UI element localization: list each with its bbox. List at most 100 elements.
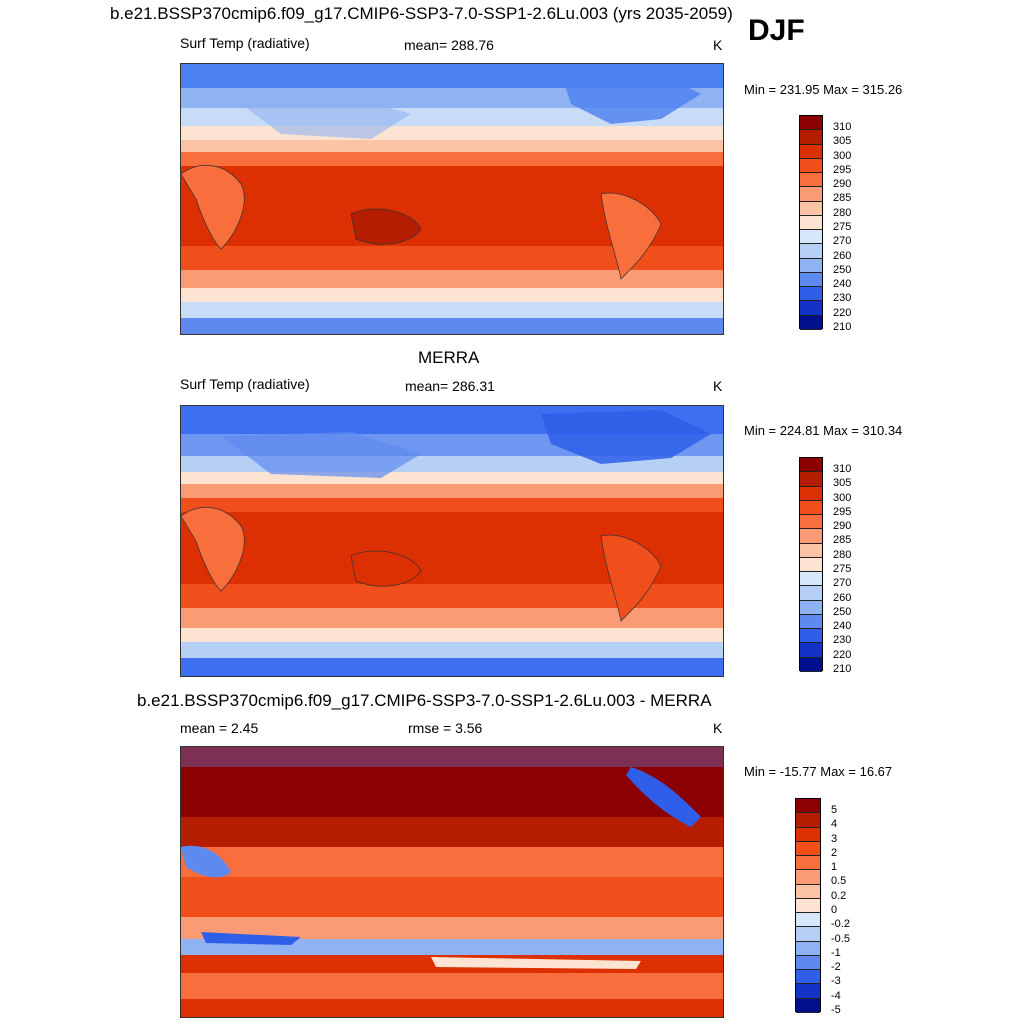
panel-2-colorbar-tick-label: 230	[833, 634, 852, 647]
panel-2-colorbar-tick-label: 310	[833, 463, 852, 476]
panel-1-colorbar-box	[799, 115, 823, 330]
panel-2-colorbar-segment	[800, 614, 822, 630]
panel-3-colorbar: 5 4 3 2 1 0.5 0.2 0 -0.2 -0.5 -1 -2 -3 -4 -5	[795, 798, 850, 1016]
panel-2-colorbar-segment	[800, 486, 822, 501]
panel-1-colorbar-tick-label: 230	[833, 292, 852, 305]
panel-1-colorbar-segment	[800, 272, 822, 288]
panel-2-colorbar-segment	[800, 586, 822, 601]
panel-1-colorbar-segment	[800, 116, 822, 131]
panel-3-rmse-label: rmse = 3.56	[408, 720, 483, 736]
panel-2-colorbar-tick-label: 250	[833, 605, 852, 618]
panel-2-map	[180, 405, 724, 677]
panel-1-colorbar-segment	[800, 258, 822, 273]
panel-3-colorbar-tick-label: 0	[831, 904, 838, 916]
panel-2-colorbar-segment	[800, 557, 822, 573]
panel-1-colorbar-segment	[800, 144, 822, 159]
panel-2-colorbar-tick-label: 280	[833, 548, 852, 561]
panel-3-colorbar-segment	[796, 970, 820, 985]
panel-2-colorbar-box	[799, 457, 823, 672]
panel-1-colorbar-segment	[800, 158, 822, 174]
panel-3-colorbar-tick-label: -1	[831, 946, 841, 959]
panel-1-colorbar: 310 305 300 295 290 285 280 275 270 260 250 240 230 2…	[799, 115, 851, 333]
panel-2-minmax: Min = 224.81 Max = 310.34	[744, 423, 903, 438]
panel-1-colorbar-tick-label: 250	[833, 263, 852, 276]
panel-2-colorbar-segment	[800, 543, 822, 558]
panel-2-colorbar-tick-label: 300	[833, 491, 852, 504]
panel-3-mean-label: mean = 2.45	[180, 720, 259, 736]
panel-3-colorbar-segment	[796, 927, 820, 942]
panel-1-map-graphic	[181, 64, 723, 334]
panel-3-colorbar-tick-label: -3	[831, 975, 841, 988]
panel-3-colorbar-tick-label: -0.2	[831, 918, 850, 931]
panel-1-colorbar-segment	[800, 230, 822, 245]
panel-3-map-graphic	[181, 747, 723, 1017]
panel-3-colorbar-tick-label: -4	[831, 989, 841, 1002]
panel-3-colorbar-segment	[796, 856, 820, 871]
panel-3-colorbar-segment	[796, 941, 820, 956]
panel-1-colorbar-segment	[800, 287, 822, 302]
panel-2-colorbar-tick-label: 210	[833, 662, 852, 675]
panel-3-colorbar-tick-label: 0.2	[831, 889, 847, 902]
panel-3-colorbar-segment	[796, 870, 820, 885]
panel-1-colorbar-tick-label: 260	[833, 249, 852, 262]
panel-1-units-label: K	[713, 37, 723, 53]
panel-3-colorbar-box	[795, 798, 821, 1013]
panel-3-colorbar-segment	[796, 884, 820, 899]
panel-3-colorbar-tick-label: -2	[831, 961, 841, 974]
panel-2-units-label: K	[713, 378, 723, 394]
panel-3-colorbar-segment	[796, 955, 820, 971]
panel-1-colorbar-tick-label: 280	[833, 206, 852, 219]
panel-2-colorbar-tick-label: 285	[833, 534, 852, 547]
panel-3-colorbar-tick-label: 3	[831, 832, 838, 845]
panel-1-colorbar-segment	[800, 244, 822, 259]
panel-1-colorbar-segment	[800, 315, 822, 330]
panel-1-colorbar-segment	[800, 130, 822, 145]
panel-3-colorbar-segment	[796, 841, 820, 857]
panel-2-colorbar-segment	[800, 500, 822, 516]
panel-1-mean-label: mean= 288.76	[404, 37, 494, 53]
panel-2-colorbar-segment	[800, 572, 822, 587]
panel-1-colorbar-tick-label: 270	[833, 235, 852, 248]
panel-3-units-label: K	[713, 720, 723, 736]
panel-1-map	[180, 63, 724, 335]
panel-1-colorbar-tick-label: 290	[833, 178, 852, 191]
panel-2-map-graphic	[181, 406, 723, 676]
season-label: DJF	[748, 14, 805, 47]
panel-1-colorbar-segment	[800, 173, 822, 188]
panel-3-colorbar-segment	[796, 913, 820, 928]
panel-1-colorbar-tick-label: 300	[833, 149, 852, 162]
panel-2-colorbar-segment	[800, 643, 822, 658]
panel-2-colorbar-tick-label: 290	[833, 520, 852, 533]
panel-3-colorbar-tick-label: 2	[831, 846, 838, 859]
panel-2-colorbar-tick-label: 240	[833, 620, 852, 633]
panel-1-colorbar-segment	[800, 215, 822, 231]
panel-1-colorbar-tick-label: 240	[833, 278, 852, 291]
panel-3-colorbar-tick-label: 1	[831, 861, 838, 874]
panel-2-colorbar-tick-label: 305	[833, 477, 852, 490]
panel-3-title: b.e21.BSSP370cmip6.f09_g17.CMIP6-SSP3-7.…	[137, 691, 712, 710]
panel-3-colorbar-segment	[796, 998, 820, 1013]
panel-1-colorbar-segment	[800, 187, 822, 202]
panel-2-colorbar-tick-label: 220	[833, 648, 852, 661]
panel-3-colorbar-tick-label: 4	[831, 818, 838, 831]
panel-1-colorbar-tick-label: 275	[833, 221, 852, 233]
panel-3-map	[180, 746, 724, 1018]
panel-2-variable-label: Surf Temp (radiative)	[180, 376, 310, 392]
panel-1-colorbar-tick-label: 210	[833, 320, 852, 333]
panel-1-colorbar-tick-label: 295	[833, 163, 852, 176]
panel-1-colorbar-tick-label: 220	[833, 306, 852, 319]
panel-3-colorbar-tick-label: -5	[831, 1003, 841, 1016]
panel-2-colorbar: 310 305 300 295 290 285 280 275 270 260 250 240 230 2…	[799, 457, 851, 675]
panel-2-colorbar-segment	[800, 515, 822, 530]
panel-2-colorbar-segment	[800, 600, 822, 615]
panel-2-mean-label: mean= 286.31	[405, 378, 495, 394]
panel-2-colorbar-tick-label: 260	[833, 591, 852, 604]
panel-3-colorbar-segment	[796, 827, 820, 842]
panel-2-colorbar-segment	[800, 472, 822, 487]
panel-1-colorbar-tick-label: 310	[833, 121, 852, 134]
panel-3-colorbar-tick-label: -0.5	[831, 932, 850, 945]
panel-3-colorbar-segment	[796, 799, 820, 814]
panel-1-colorbar-segment	[800, 201, 822, 216]
panel-2-colorbar-segment	[800, 458, 822, 473]
panel-3-colorbar-segment	[796, 898, 820, 914]
